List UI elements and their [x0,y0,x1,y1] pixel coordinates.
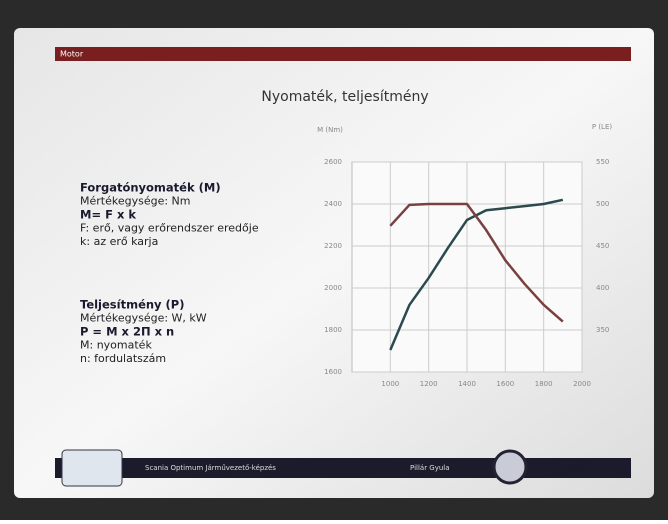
header-bar [55,47,631,61]
scania-emblem [494,451,526,483]
header: Motor [60,50,84,59]
text-line: F: erő, vagy erőrendszer eredője [80,222,259,235]
y2-tick-label: 550 [596,158,609,166]
footer-text: Pillár Gyula [410,464,450,472]
footer-text: Scania Optimum Járművezető-képzés [145,463,276,472]
text-line: P = M x 2Π x n [80,325,174,339]
y2-tick-label: 350 [596,326,609,334]
text-line: Forgatónyomaték (M) [80,181,221,195]
x-tick-label: 1200 [420,380,438,388]
chart-title: Nyomaték, teljesítmény [261,89,428,105]
y-axis-label: M (Nm) [317,126,343,134]
x-tick-label: 1600 [496,380,514,388]
y-tick-label: 2400 [324,200,342,208]
x-tick-label: 1800 [535,380,553,388]
text-line: Mértékegysége: W, kW [80,312,207,325]
page: Motor Nyomaték, teljesítmény M (Nm) P (L… [0,0,668,520]
brand: SCANIA [533,458,605,478]
x-tick-label: 1000 [381,380,399,388]
text-line: k: az erő karja [80,235,158,248]
logo-icon [62,450,122,486]
x-tick-label: 1400 [458,380,476,388]
text-line: M: nyomaték [80,339,152,352]
y-tick-label: 1600 [324,368,342,376]
y-tick-label: 2600 [324,158,342,166]
y2-tick-label: 450 [596,242,609,250]
y2-axis-label: P (LE) [592,123,613,131]
y-tick-label: 2200 [324,242,342,250]
x-tick-label: 2000 [573,380,591,388]
y2-tick-label: 500 [596,200,609,208]
slide-photo: Motor Nyomaték, teljesítmény M (Nm) P (L… [0,0,668,520]
y2-tick-label: 400 [596,284,609,292]
y-tick-label: 1800 [324,326,342,334]
text-line: M= F x k [80,208,136,222]
text-line: Mértékegysége: Nm [80,195,191,208]
text-line: n: fordulatszám [80,352,166,365]
text-line: Teljesítmény (P) [80,298,185,312]
y-tick-label: 2000 [324,284,342,292]
